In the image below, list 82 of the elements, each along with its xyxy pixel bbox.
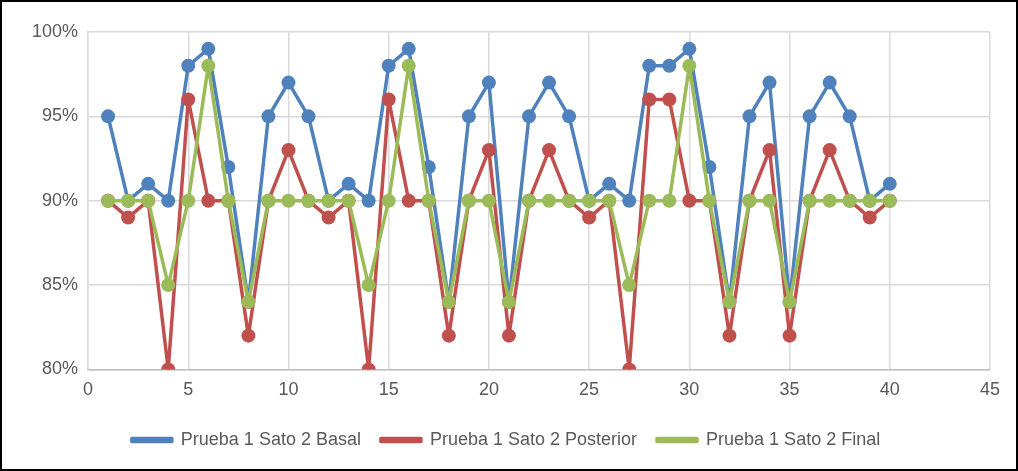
point [201, 41, 216, 56]
point [642, 58, 657, 73]
point [401, 41, 416, 56]
point [481, 193, 496, 208]
point [181, 58, 196, 73]
point [481, 75, 496, 90]
point [461, 109, 476, 124]
point [281, 143, 296, 158]
point [361, 193, 376, 208]
y-tick-label: 85% [42, 274, 79, 295]
point [381, 193, 396, 208]
point [622, 278, 637, 293]
point [161, 193, 176, 208]
point [501, 328, 516, 343]
point [181, 92, 196, 107]
point [201, 193, 216, 208]
point [822, 193, 837, 208]
x-tick-label: 45 [979, 379, 1001, 400]
x-tick-label: 25 [579, 379, 600, 400]
point [401, 193, 416, 208]
point [341, 176, 356, 191]
x-tick-label: 5 [183, 379, 194, 400]
point [762, 75, 777, 90]
point [742, 109, 757, 124]
legend-label: Prueba 1 Sato 2 Posterior [429, 428, 638, 449]
y-tick-label: 90% [42, 189, 79, 210]
point [782, 328, 797, 343]
legend-label: Prueba 1 Sato 2 Final [706, 428, 881, 449]
x-tick-label: 20 [478, 379, 499, 400]
point [241, 328, 256, 343]
point [602, 176, 617, 191]
x-tick-label: 35 [779, 379, 800, 400]
point [161, 278, 176, 293]
point [662, 92, 677, 107]
point [381, 58, 396, 73]
point [642, 193, 657, 208]
point [802, 109, 817, 124]
x-tick-label: 0 [83, 379, 94, 400]
point [121, 210, 136, 225]
point [181, 193, 196, 208]
point [281, 193, 296, 208]
point [542, 75, 557, 90]
point [682, 193, 697, 208]
point [281, 75, 296, 90]
point [882, 176, 897, 191]
point [562, 109, 577, 124]
point [582, 210, 597, 225]
point [522, 109, 536, 124]
point [822, 75, 837, 90]
point [441, 328, 456, 343]
legend-label: Prueba 1 Sato 2 Basal [180, 428, 361, 449]
x-tick-label: 30 [679, 379, 700, 400]
point [481, 143, 496, 158]
point [321, 210, 336, 225]
point [401, 58, 416, 73]
point [141, 176, 156, 191]
point [682, 41, 697, 56]
point [762, 193, 777, 208]
point [542, 193, 557, 208]
point [381, 92, 396, 107]
point [542, 143, 557, 158]
point [862, 210, 877, 225]
y-tick-label: 95% [42, 105, 79, 126]
point [722, 328, 737, 343]
point [762, 143, 777, 158]
y-tick-label: 80% [42, 358, 79, 379]
point [261, 109, 276, 124]
x-tick-label: 15 [378, 379, 399, 400]
x-tick-label: 10 [278, 379, 299, 400]
point [642, 92, 657, 107]
x-tick-label: 40 [879, 379, 900, 400]
point [682, 58, 697, 73]
point [662, 58, 677, 73]
point [361, 278, 376, 293]
point [201, 58, 216, 73]
point [842, 109, 857, 124]
point [662, 193, 677, 208]
point [301, 109, 316, 124]
point [822, 143, 837, 158]
point [101, 109, 116, 124]
y-tick-label: 100% [31, 20, 79, 41]
point [622, 193, 637, 208]
